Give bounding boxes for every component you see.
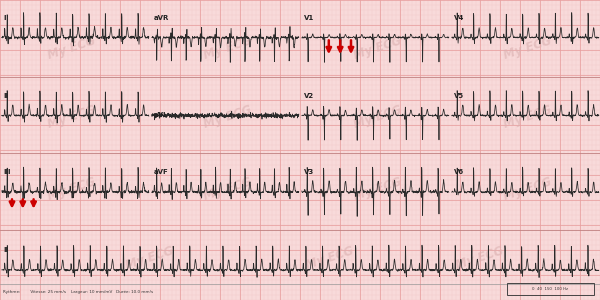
Text: My ECG: My ECG xyxy=(454,244,506,272)
Bar xyxy=(507,283,594,295)
Text: My ECG: My ECG xyxy=(352,34,404,62)
Text: My ECG: My ECG xyxy=(502,103,554,131)
Text: My ECG: My ECG xyxy=(124,244,176,272)
Text: My ECG: My ECG xyxy=(46,175,98,203)
Text: My ECG: My ECG xyxy=(46,103,98,131)
Text: V6: V6 xyxy=(454,169,464,175)
Text: aVR: aVR xyxy=(154,14,169,20)
Text: My ECG: My ECG xyxy=(202,175,254,203)
Text: My ECG: My ECG xyxy=(304,244,356,272)
Text: My ECG: My ECG xyxy=(202,34,254,62)
Text: My ECG: My ECG xyxy=(502,34,554,62)
Text: II: II xyxy=(4,247,8,253)
Text: V3: V3 xyxy=(304,169,314,175)
Text: V4: V4 xyxy=(454,14,464,20)
Text: I: I xyxy=(4,14,6,20)
Text: My ECG: My ECG xyxy=(352,175,404,203)
Text: III: III xyxy=(4,169,11,175)
Text: My ECG: My ECG xyxy=(46,34,98,62)
Text: 0  40  150  100 Hz: 0 40 150 100 Hz xyxy=(533,287,569,291)
Text: V1: V1 xyxy=(304,14,314,20)
Text: V5: V5 xyxy=(454,92,464,98)
Text: My ECG: My ECG xyxy=(502,175,554,203)
Text: V2: V2 xyxy=(304,92,314,98)
Text: Rythme:        Vitesse: 25 mm/s    Largeur: 10 mm/mV   Durée: 10.0 mm/s: Rythme: Vitesse: 25 mm/s Largeur: 10 mm/… xyxy=(3,290,153,294)
Text: My ECG: My ECG xyxy=(352,103,404,131)
Text: aVL: aVL xyxy=(154,112,168,118)
Text: aVF: aVF xyxy=(154,169,169,175)
Text: My ECG: My ECG xyxy=(202,103,254,131)
Text: II: II xyxy=(4,92,8,98)
